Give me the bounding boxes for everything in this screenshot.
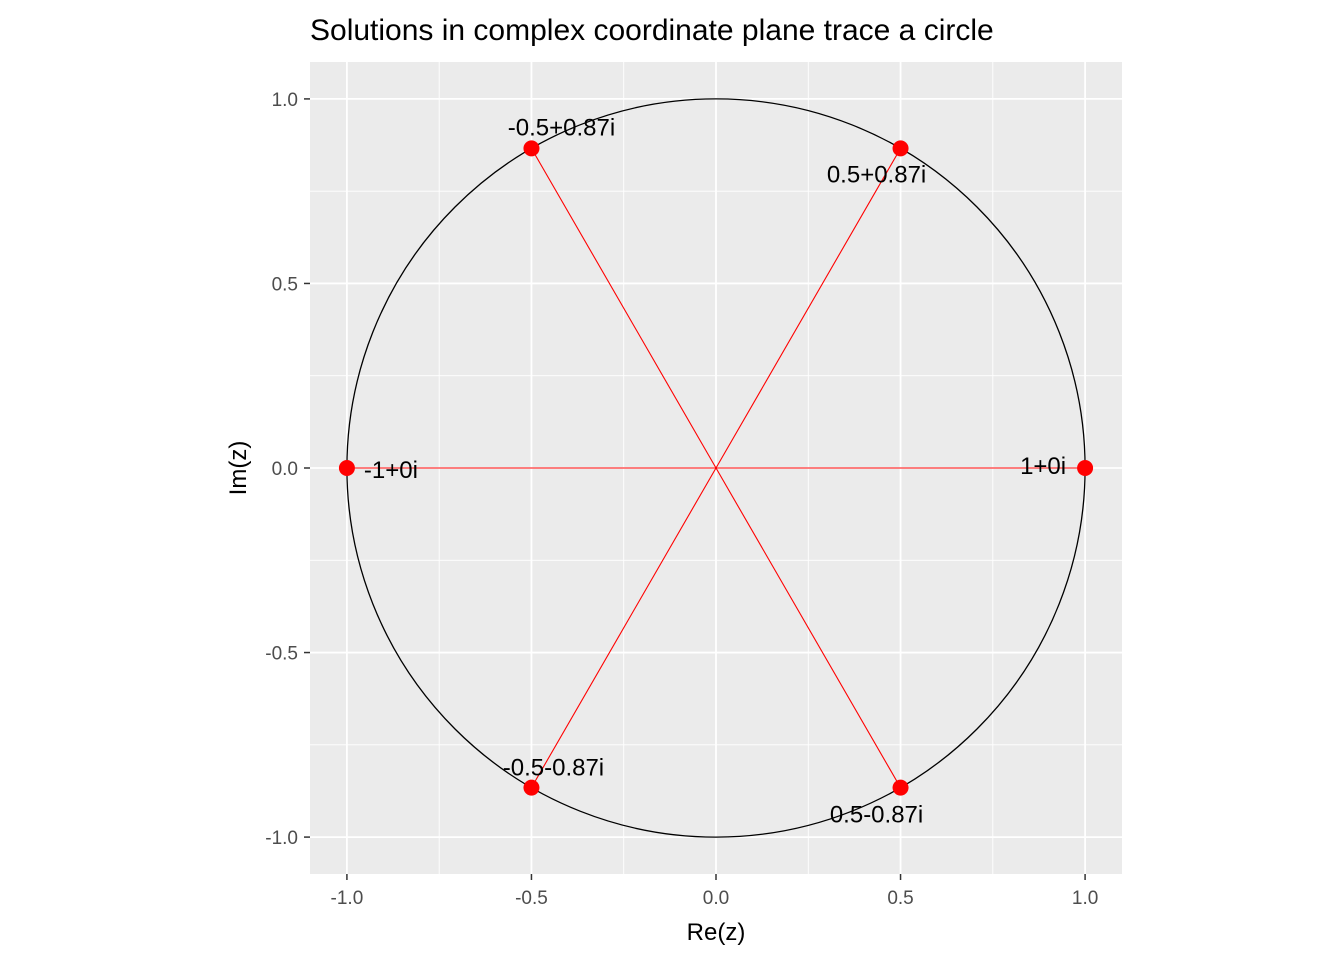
chart-title: Solutions in complex coordinate plane tr… <box>310 14 994 47</box>
y-axis: -1.0 -0.5 0.0 0.5 1.0 <box>265 90 310 849</box>
segment-to-origin <box>530 148 717 469</box>
segment-to-origin <box>530 467 717 788</box>
point-label: 1+0i <box>1020 453 1066 480</box>
solution-point <box>892 140 909 157</box>
solution-point <box>892 779 909 796</box>
y-tick-label: 1.0 <box>272 90 298 111</box>
point-label: 0.5+0.87i <box>827 161 926 188</box>
point-label: -1+0i <box>364 457 418 484</box>
x-tick-label: -0.5 <box>515 888 548 909</box>
segment-to-origin <box>715 467 902 788</box>
solution-point <box>338 460 355 476</box>
segment-to-origin <box>715 148 902 469</box>
y-tick-label: -1.0 <box>265 828 298 849</box>
point-label: -0.5+0.87i <box>508 114 615 141</box>
x-tick-label: 1.0 <box>1072 888 1098 909</box>
x-axis-title: Re(z) <box>687 919 746 946</box>
y-axis-title: Im(z) <box>225 441 252 496</box>
y-tick-label: 0.0 <box>272 459 298 480</box>
point-label: 0.5-0.87i <box>830 802 923 829</box>
x-tick-label: 0.0 <box>703 888 729 909</box>
solution-point <box>523 779 540 796</box>
x-tick-label: -1.0 <box>331 888 364 909</box>
y-tick-label: -0.5 <box>265 644 298 665</box>
y-tick-label: 0.5 <box>272 274 298 295</box>
x-axis: -1.0 -0.5 0.0 0.5 1.0 <box>331 874 1098 909</box>
x-tick-label: 0.5 <box>887 888 913 909</box>
solution-point <box>523 140 540 157</box>
point-label: -0.5-0.87i <box>503 755 604 782</box>
plot-marks: 1+0i 0.5+0.87i -0.5+0.87i -1+0i -0.5-0.87i 0.… <box>338 98 1094 838</box>
solution-point <box>1077 460 1094 476</box>
